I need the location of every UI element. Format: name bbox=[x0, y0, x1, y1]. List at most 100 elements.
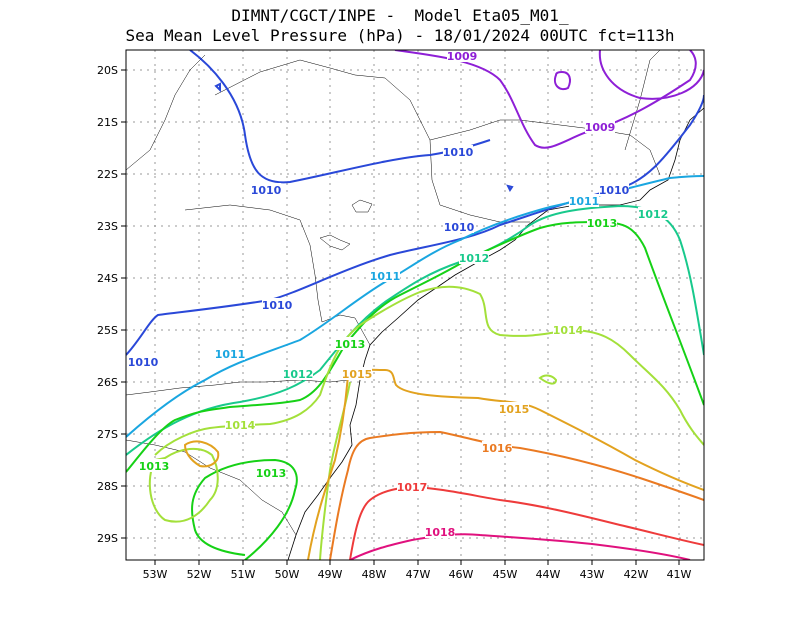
isobar-1014 bbox=[154, 285, 704, 456]
isobar-label-bg bbox=[599, 183, 629, 196]
isobar-label-bg bbox=[585, 120, 615, 133]
isobar-1010 bbox=[214, 82, 221, 93]
isobar-1015 bbox=[183, 440, 220, 468]
isobar-label-bg bbox=[447, 49, 477, 62]
x-tick-label: 46W bbox=[449, 568, 474, 581]
y-tick-label: 24S bbox=[97, 272, 118, 285]
isobar-1016 bbox=[329, 430, 704, 560]
y-tick-label: 23S bbox=[97, 220, 118, 233]
lake bbox=[319, 234, 351, 251]
isobar-1009 bbox=[554, 70, 571, 91]
isobar-1009 bbox=[598, 50, 704, 100]
isobar-1010 bbox=[126, 94, 704, 356]
coastlines-and-borders bbox=[126, 50, 704, 560]
isobar-label-bg bbox=[128, 355, 158, 368]
isobar-label-1011: 1011 bbox=[569, 195, 600, 208]
isobar-label-1010: 1010 bbox=[262, 299, 293, 312]
isobar-label-1013: 1013 bbox=[139, 460, 170, 473]
isobar-label-1014: 1014 bbox=[225, 419, 256, 432]
isobar-label-1010: 1010 bbox=[128, 356, 159, 369]
y-axis: 20S 21S 22S 23S 24S 25S 26S 27S 28S 29S bbox=[97, 64, 126, 545]
isobar-1018 bbox=[349, 533, 691, 560]
isobar-1009 bbox=[394, 50, 697, 149]
state-border bbox=[429, 119, 661, 176]
isobar-label-bg bbox=[443, 145, 473, 158]
x-tick-label: 49W bbox=[318, 568, 343, 581]
isobar-label-1012: 1012 bbox=[283, 368, 314, 381]
isobar-label-1018: 1018 bbox=[425, 526, 456, 539]
isobar-label-bg bbox=[225, 418, 255, 431]
y-tick-label: 22S bbox=[97, 168, 118, 181]
map-title: DIMNT/CGCT/INPE - Model Eta05_M01_ bbox=[231, 6, 569, 25]
isobar-label-1017: 1017 bbox=[397, 481, 428, 494]
isobar-1011 bbox=[126, 175, 704, 438]
state-border bbox=[214, 59, 530, 223]
isobar-label-bg bbox=[215, 347, 245, 360]
isobar-label-bg bbox=[370, 269, 400, 282]
state-border bbox=[126, 54, 206, 171]
x-tick-label: 50W bbox=[275, 568, 300, 581]
x-tick-label: 42W bbox=[624, 568, 649, 581]
isobar-1014 bbox=[538, 374, 558, 385]
lake bbox=[351, 199, 373, 213]
isobar-label-1013: 1013 bbox=[335, 338, 366, 351]
isobar-label-1013: 1013 bbox=[256, 467, 287, 480]
isobar-label-bg bbox=[335, 337, 365, 350]
y-tick-label: 26S bbox=[97, 376, 118, 389]
isobar-label-1009: 1009 bbox=[447, 50, 478, 63]
state-border bbox=[624, 50, 661, 151]
state-border bbox=[184, 204, 371, 346]
isobar-label-1015: 1015 bbox=[499, 403, 530, 416]
isobar-label-bg bbox=[587, 216, 617, 229]
y-tick-label: 20S bbox=[97, 64, 118, 77]
isobar-label-1014: 1014 bbox=[553, 324, 584, 337]
x-tick-label: 44W bbox=[536, 568, 561, 581]
isobar-1012 bbox=[126, 204, 704, 456]
isobar-label-1010: 1010 bbox=[443, 146, 474, 159]
isobar-label-bg bbox=[444, 220, 474, 233]
x-axis: 53W 52W 51W 50W 49W 48W 47W 46W 45W 44W 43W 42W 41W bbox=[143, 560, 692, 581]
isobar-1010 bbox=[506, 184, 514, 192]
isobar-label-bg bbox=[256, 466, 286, 479]
isobar-label-bg bbox=[499, 402, 529, 415]
isobar-1014 bbox=[148, 447, 219, 523]
y-tick-label: 25S bbox=[97, 324, 118, 337]
x-tick-label: 53W bbox=[143, 568, 168, 581]
isobar-1017 bbox=[349, 485, 704, 560]
isobar-1015 bbox=[307, 368, 704, 560]
isobar-1010 bbox=[189, 50, 491, 184]
y-tick-label: 28S bbox=[97, 480, 118, 493]
x-tick-label: 41W bbox=[667, 568, 692, 581]
isobar-label-1012: 1012 bbox=[638, 208, 669, 221]
state-border bbox=[126, 379, 349, 396]
isobar-label-1012: 1012 bbox=[459, 252, 490, 265]
isobar-label-bg bbox=[262, 298, 292, 311]
isobar-label-1013: 1013 bbox=[587, 217, 618, 230]
y-tick-label: 29S bbox=[97, 532, 118, 545]
isobar-label-bg bbox=[139, 459, 169, 472]
x-tick-label: 43W bbox=[580, 568, 605, 581]
isobar-label-bg bbox=[425, 525, 455, 538]
isobar-label-1010: 1010 bbox=[444, 221, 475, 234]
x-tick-label: 51W bbox=[231, 568, 256, 581]
isobar-label-bg bbox=[283, 367, 313, 380]
isobar-1013 bbox=[191, 458, 298, 560]
isobar-label-bg bbox=[342, 367, 372, 380]
x-tick-label: 48W bbox=[362, 568, 387, 581]
state-border bbox=[126, 439, 297, 536]
isobar-label-1015: 1015 bbox=[342, 368, 373, 381]
x-tick-label: 52W bbox=[187, 568, 212, 581]
isobar-label-1011: 1011 bbox=[215, 348, 246, 361]
plot-frame bbox=[125, 49, 705, 561]
y-tick-label: 21S bbox=[97, 116, 118, 129]
map-subtitle: Sea Mean Level Pressure (hPa) - 18/01/20… bbox=[125, 26, 675, 45]
isobar-label-1011: 1011 bbox=[370, 270, 401, 283]
isobar-label-bg bbox=[251, 183, 281, 196]
x-tick-label: 45W bbox=[493, 568, 518, 581]
isobar-1013 bbox=[126, 220, 704, 473]
isobar-label-bg bbox=[553, 323, 583, 336]
y-tick-label: 27S bbox=[97, 428, 118, 441]
isobar-lines bbox=[126, 50, 704, 560]
isobar-label-bg bbox=[397, 480, 427, 493]
